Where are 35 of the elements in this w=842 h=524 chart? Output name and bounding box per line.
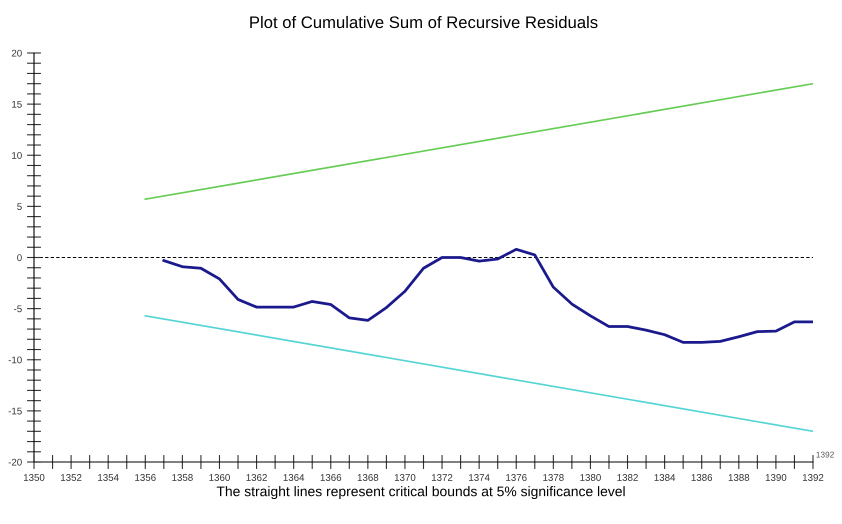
text: The straight lines represent critical bounds at 5% significance level <box>216 486 625 500</box>
x-tick-label: 1376 <box>506 474 527 481</box>
x-tick-label: 1360 <box>209 474 230 481</box>
x-tick-label: 1364 <box>284 474 304 481</box>
x-tick-label: 1372 <box>432 474 452 481</box>
x-tick-label: 1362 <box>246 474 267 481</box>
y-tick-label: 20 <box>12 50 22 57</box>
line-series <box>162 248 813 344</box>
y-tick-label: 0 <box>17 254 22 262</box>
x-tick-label: 1384 <box>654 474 676 481</box>
y-tick-label: 10 <box>12 152 22 159</box>
y-tick-label: -20 <box>8 458 22 466</box>
x-tick-label: 1370 <box>394 474 416 481</box>
x-tick-label: 1374 <box>469 474 490 481</box>
y-tick-label: -15 <box>8 408 22 414</box>
x-tick-label: 1388 <box>728 474 750 481</box>
y-tick-label: 15 <box>12 100 22 108</box>
y-tick-label: -10 <box>8 356 22 364</box>
chart-title: Plot of Cumulative Sum of Recursive Residuals <box>250 16 598 28</box>
x-axis-title: 1392 <box>816 452 834 458</box>
x-tick-label: 1350 <box>24 474 44 481</box>
x-tick-label: 1378 <box>543 474 564 481</box>
x-tick-label: 1352 <box>61 474 82 481</box>
y-tick-label: 5 <box>17 203 22 210</box>
x-tick-label: 1354 <box>98 474 119 481</box>
x-tick-label: 1382 <box>617 474 638 481</box>
y-tick-label: -5 <box>14 305 22 312</box>
x-tick-label: 1390 <box>766 474 786 481</box>
x-tick-label: 1380 <box>580 474 601 481</box>
x-tick-label: 1358 <box>172 474 193 481</box>
x-tick-label: 1392 <box>802 474 824 481</box>
x-tick-label: 1368 <box>358 474 378 481</box>
x-tick-label: 1386 <box>692 474 712 481</box>
x-tick-label: 1366 <box>320 474 342 481</box>
x-tick-label: 1356 <box>135 474 156 481</box>
